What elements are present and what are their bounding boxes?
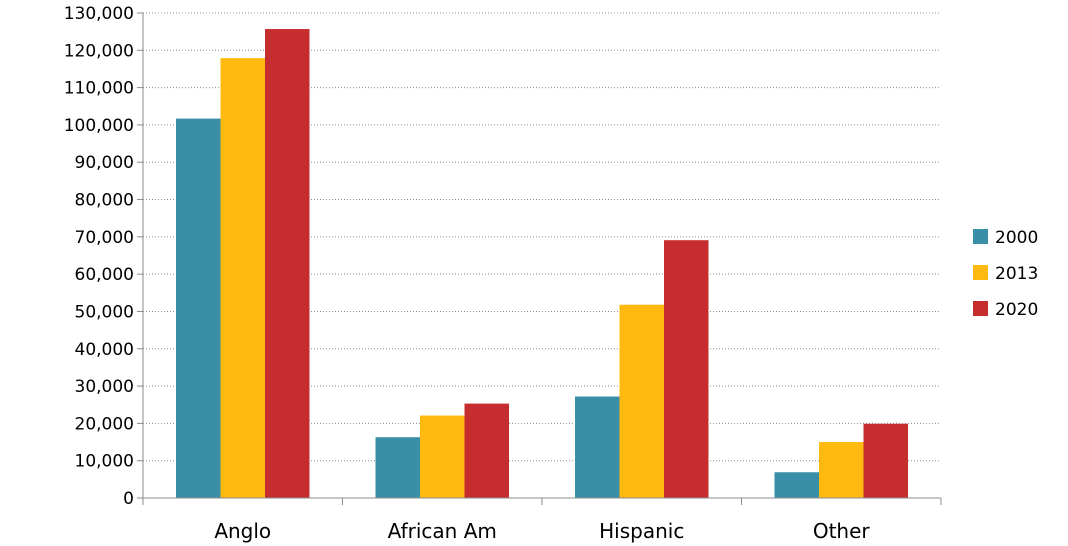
bar-other-2000 [774,472,819,498]
y-tick-label: 100,000 [64,116,134,136]
bar-other-2020 [863,423,908,498]
y-tick-label: 20,000 [75,414,134,434]
x-axis: Anglo African Am Hispanic Other [142,13,942,543]
bar-anglo-2000 [176,118,221,498]
legend-label: 2020 [995,300,1038,320]
legend-label: 2013 [995,264,1038,284]
bar-hispanic-2013 [619,304,664,498]
y-tick-label: 50,000 [75,302,134,322]
x-category-label: Anglo [214,519,271,543]
bar-anglo-2020 [265,29,310,499]
bar-other-2013 [819,442,864,498]
bar-african-am-2013 [420,415,465,498]
legend-swatch [973,301,988,316]
y-tick-label: 90,000 [75,153,134,173]
legend-swatch [973,229,988,244]
legend-label: 2000 [995,228,1038,248]
y-tick-label: 110,000 [64,79,134,99]
legend-swatch [973,265,988,280]
y-axis-ticks: 0 10,000 20,000 30,000 40,000 50,000 60,000 70,… [64,4,143,509]
y-tick-label: 0 [123,489,134,509]
bar-african-am-2020 [464,403,509,498]
y-tick-label: 120,000 [64,41,134,61]
y-tick-label: 130,000 [64,4,134,24]
y-tick-label: 70,000 [75,228,134,248]
y-tick-label: 80,000 [75,191,134,211]
bar-anglo-2013 [220,58,265,499]
x-category-label: Hispanic [599,519,684,543]
x-category-label: African Am [388,519,497,543]
y-tick-label: 30,000 [75,377,134,397]
y-tick-label: 60,000 [75,265,134,285]
bars [176,29,908,499]
bar-hispanic-2020 [664,240,709,498]
legend: 2000 2013 2020 [973,228,1038,320]
bar-hispanic-2000 [575,396,620,498]
bar-african-am-2000 [375,437,420,498]
y-tick-label: 10,000 [75,452,134,472]
x-category-label: Other [813,519,871,543]
y-tick-label: 40,000 [75,340,134,360]
